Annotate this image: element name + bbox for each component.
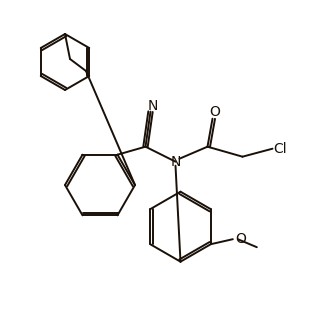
Text: N: N: [170, 155, 181, 169]
Text: Cl: Cl: [274, 142, 287, 156]
Text: O: O: [235, 232, 246, 246]
Text: N: N: [147, 99, 158, 113]
Text: O: O: [209, 105, 220, 119]
